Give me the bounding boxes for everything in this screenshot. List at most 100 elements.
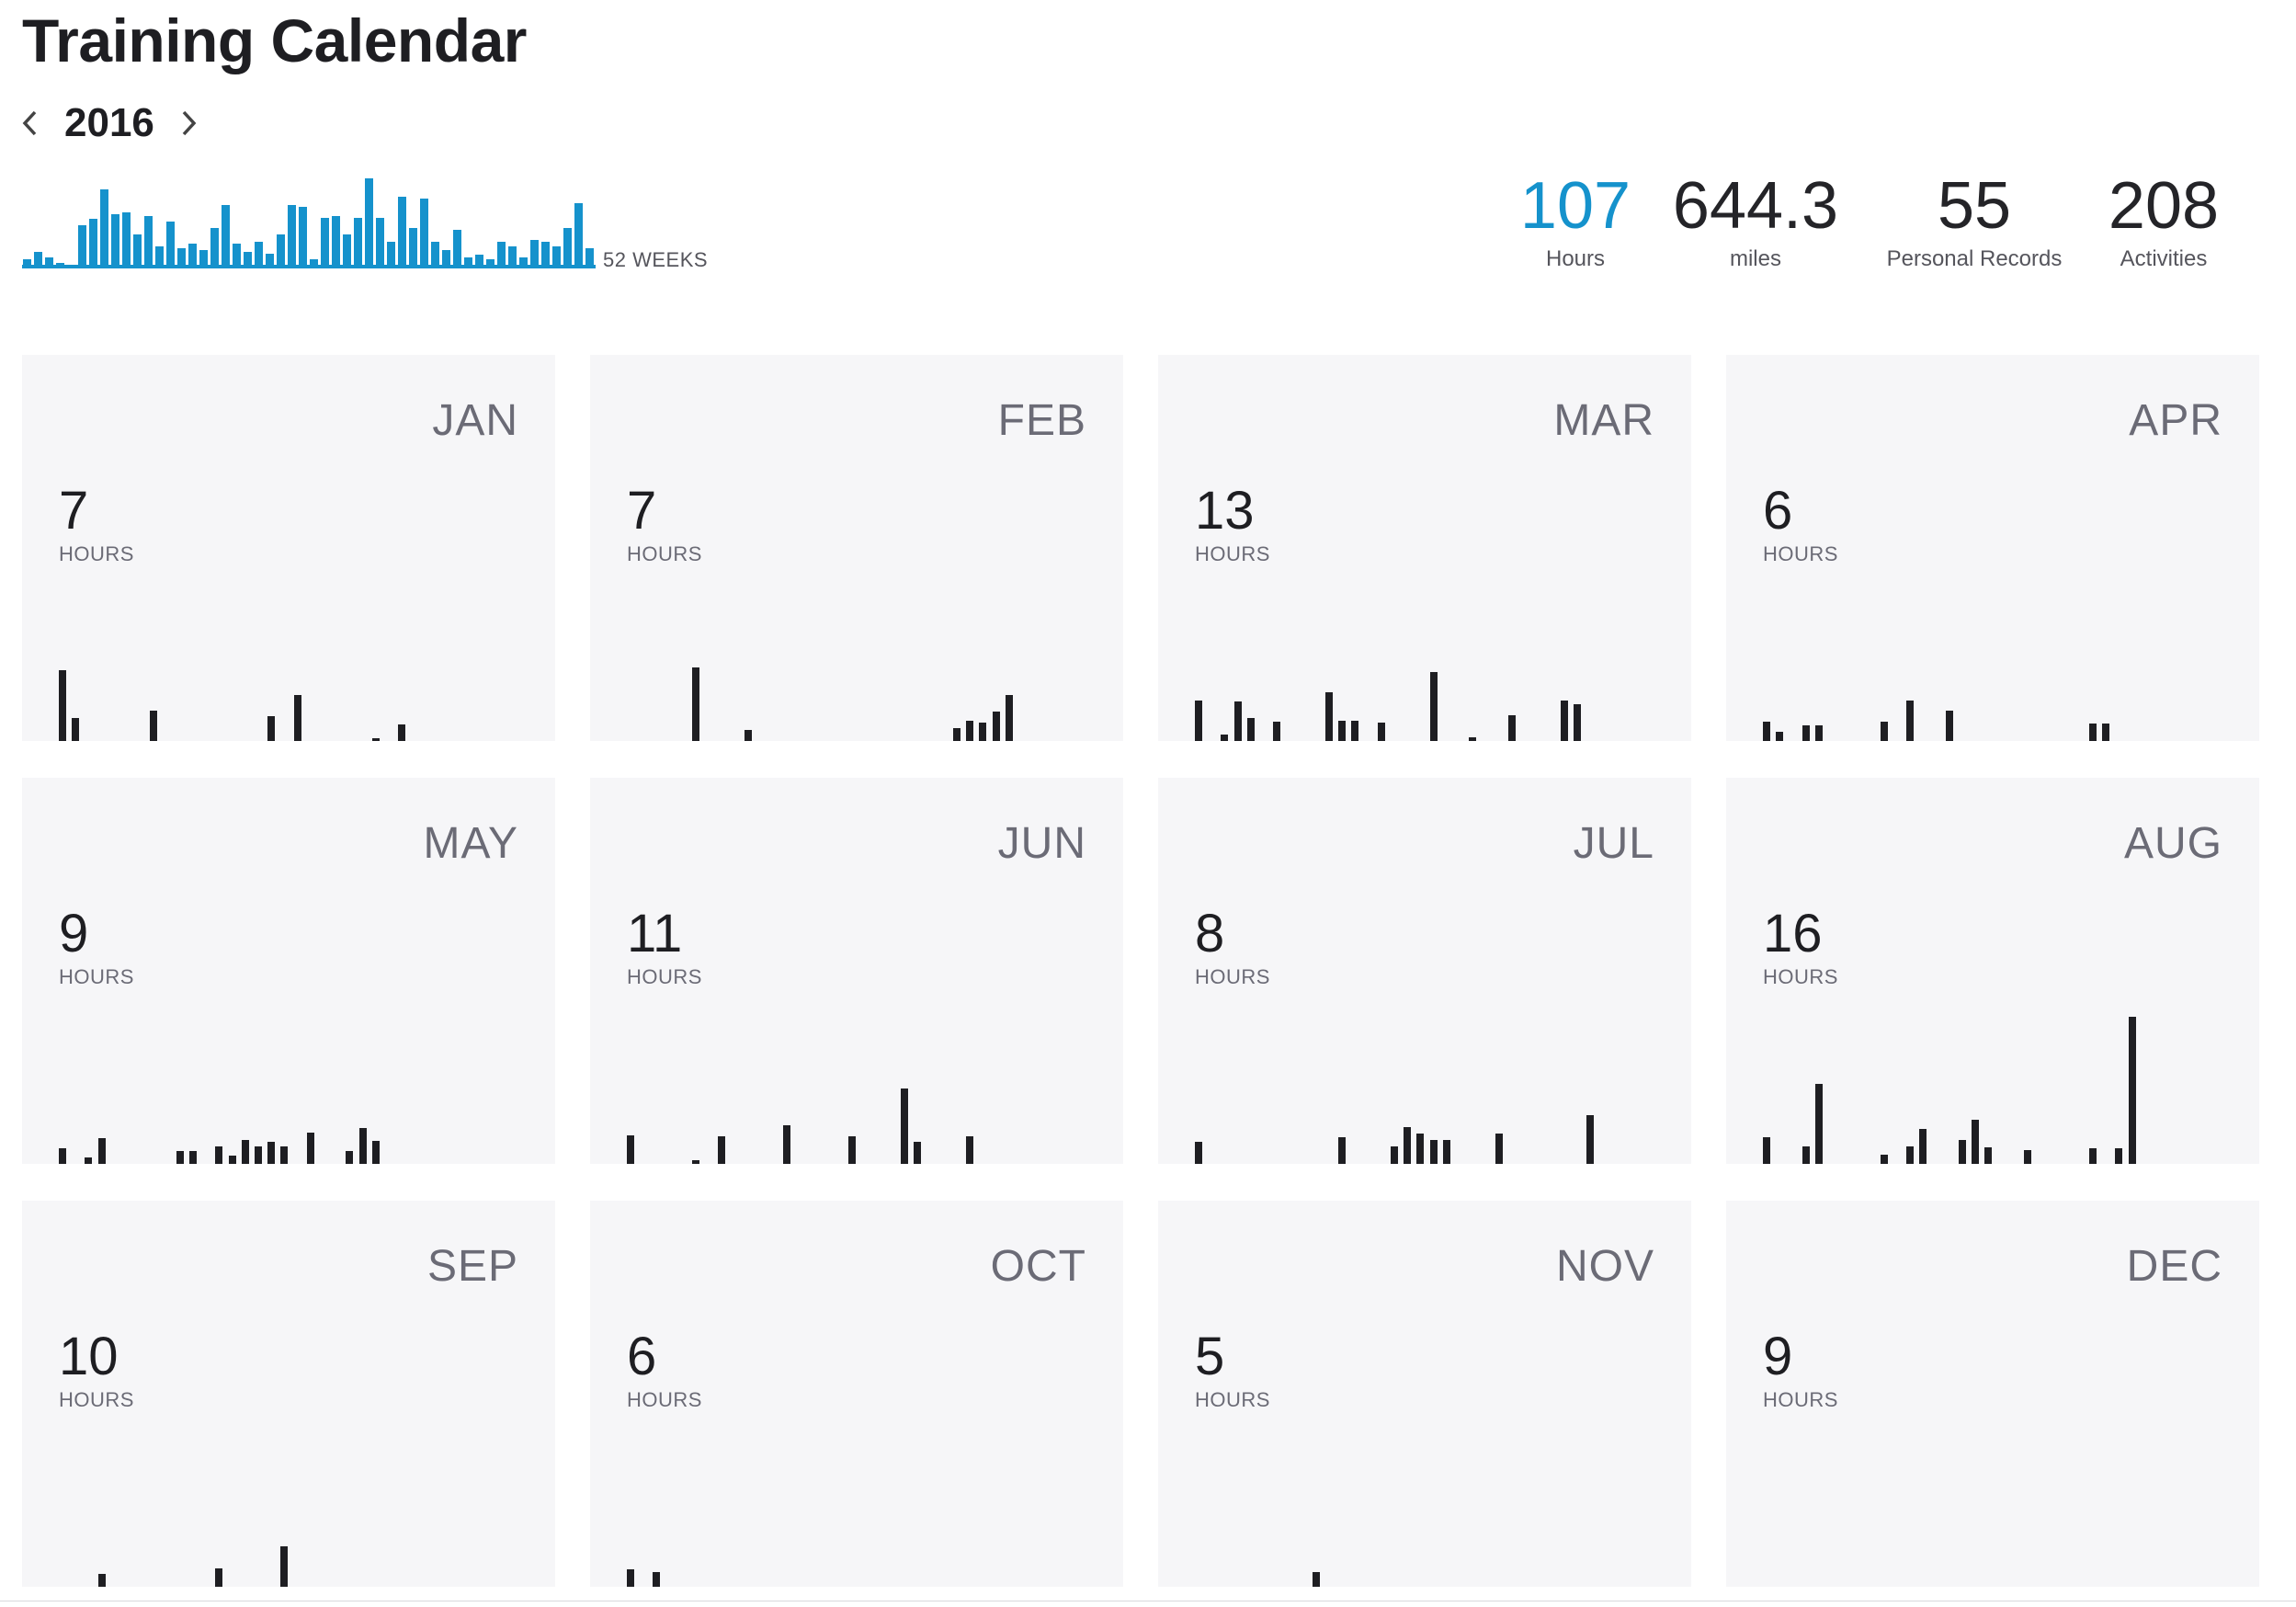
daily-bar[interactable]	[953, 728, 960, 741]
daily-bar[interactable]	[744, 730, 752, 741]
chevron-right-icon[interactable]	[175, 100, 202, 146]
daily-bar[interactable]	[1776, 732, 1784, 741]
weekly-bar[interactable]	[89, 219, 97, 268]
daily-bar[interactable]	[267, 1142, 276, 1164]
daily-bar[interactable]	[215, 1568, 223, 1587]
daily-bar[interactable]	[228, 1156, 236, 1164]
weekly-bar[interactable]	[475, 255, 483, 268]
daily-bar[interactable]	[1763, 1137, 1770, 1164]
month-card-may[interactable]: MAY 9 HOURS	[22, 778, 555, 1164]
weekly-bar[interactable]	[155, 245, 164, 268]
daily-bar[interactable]	[1377, 723, 1385, 741]
daily-bar[interactable]	[280, 1146, 289, 1164]
weekly-bar[interactable]	[376, 218, 384, 268]
month-card-aug[interactable]: AUG 16 HOURS	[1726, 778, 2259, 1164]
weekly-bar[interactable]	[497, 241, 506, 268]
weekly-bar[interactable]	[398, 196, 406, 268]
daily-bar[interactable]	[1972, 1120, 1980, 1164]
weekly-bar[interactable]	[210, 227, 219, 268]
daily-bar[interactable]	[1984, 1147, 1993, 1164]
daily-bar[interactable]	[1338, 721, 1347, 741]
weekly-bar-chart[interactable]	[22, 169, 596, 268]
daily-bar[interactable]	[1429, 672, 1438, 741]
daily-bar[interactable]	[1391, 1146, 1398, 1164]
month-card-apr[interactable]: APR 6 HOURS	[1726, 355, 2259, 741]
daily-bar[interactable]	[97, 1138, 106, 1164]
weekly-bar[interactable]	[343, 234, 351, 268]
daily-bar[interactable]	[176, 1151, 184, 1164]
daily-bar[interactable]	[293, 695, 301, 741]
daily-bar[interactable]	[901, 1088, 909, 1164]
daily-bar[interactable]	[914, 1142, 922, 1164]
daily-bar[interactable]	[1802, 725, 1810, 741]
daily-bar[interactable]	[97, 1574, 106, 1587]
daily-bar[interactable]	[966, 721, 974, 741]
daily-bar[interactable]	[346, 1151, 354, 1164]
weekly-bar[interactable]	[266, 254, 274, 268]
month-card-jul[interactable]: JUL 8 HOURS	[1158, 778, 1691, 1164]
daily-bar[interactable]	[992, 712, 1000, 741]
daily-bar[interactable]	[150, 711, 158, 741]
daily-bar[interactable]	[306, 1133, 314, 1164]
weekly-bar[interactable]	[299, 207, 307, 268]
month-card-feb[interactable]: FEB 7 HOURS	[590, 355, 1123, 741]
daily-bar[interactable]	[627, 1135, 634, 1164]
weekly-bar[interactable]	[563, 227, 572, 268]
weekly-bar[interactable]	[420, 198, 428, 268]
weekly-bar[interactable]	[34, 252, 42, 268]
weekly-bar[interactable]	[453, 229, 461, 268]
weekly-bar[interactable]	[144, 216, 153, 268]
weekly-bar[interactable]	[111, 214, 119, 268]
daily-bar[interactable]	[1573, 704, 1581, 741]
weekly-bar[interactable]	[188, 243, 197, 268]
daily-bar[interactable]	[692, 1160, 699, 1164]
daily-bar[interactable]	[1880, 722, 1888, 741]
daily-bar[interactable]	[2024, 1150, 2031, 1164]
month-card-mar[interactable]: MAR 13 HOURS	[1158, 355, 1691, 741]
daily-bar[interactable]	[2102, 724, 2110, 741]
daily-bar[interactable]	[1195, 701, 1202, 741]
daily-bar[interactable]	[255, 1146, 262, 1164]
daily-bar[interactable]	[85, 1157, 93, 1164]
daily-bar[interactable]	[1586, 1115, 1594, 1164]
weekly-bar[interactable]	[255, 241, 263, 268]
daily-bar[interactable]	[1429, 1140, 1438, 1164]
weekly-bar[interactable]	[100, 188, 108, 268]
weekly-bar[interactable]	[45, 257, 53, 268]
daily-bar[interactable]	[718, 1136, 726, 1164]
daily-bar[interactable]	[1919, 1129, 1927, 1164]
daily-bar[interactable]	[59, 1148, 66, 1164]
weekly-bar[interactable]	[585, 248, 594, 268]
daily-bar[interactable]	[1442, 1140, 1450, 1164]
daily-bar[interactable]	[783, 1125, 791, 1164]
daily-bar[interactable]	[2089, 1148, 2097, 1164]
daily-bar[interactable]	[1351, 721, 1359, 741]
weekly-bar[interactable]	[464, 257, 472, 268]
weekly-bar[interactable]	[244, 252, 252, 268]
daily-bar[interactable]	[1246, 718, 1255, 741]
daily-bar[interactable]	[1763, 722, 1770, 741]
daily-bar[interactable]	[692, 667, 699, 741]
weekly-bar[interactable]	[277, 234, 285, 268]
daily-bar[interactable]	[1814, 1084, 1823, 1164]
daily-bar[interactable]	[1312, 1572, 1320, 1587]
daily-bar[interactable]	[280, 1546, 289, 1587]
daily-bar[interactable]	[2115, 1148, 2123, 1164]
daily-bar[interactable]	[1404, 1127, 1412, 1164]
weekly-bar[interactable]	[321, 218, 329, 268]
daily-bar[interactable]	[1906, 701, 1915, 741]
weekly-bar[interactable]	[431, 241, 439, 268]
daily-bar[interactable]	[72, 718, 80, 741]
daily-bar[interactable]	[371, 1141, 380, 1164]
weekly-bar[interactable]	[122, 212, 131, 268]
daily-bar[interactable]	[1273, 722, 1281, 741]
daily-bar[interactable]	[1802, 1146, 1810, 1164]
weekly-bar[interactable]	[530, 239, 539, 268]
weekly-bar[interactable]	[310, 259, 318, 268]
daily-bar[interactable]	[1959, 1140, 1966, 1164]
weekly-bar[interactable]	[354, 218, 362, 268]
daily-bar[interactable]	[358, 1128, 367, 1164]
chevron-left-icon[interactable]	[17, 100, 44, 146]
month-card-nov[interactable]: NOV 5 HOURS	[1158, 1201, 1691, 1587]
weekly-bar[interactable]	[365, 178, 373, 268]
